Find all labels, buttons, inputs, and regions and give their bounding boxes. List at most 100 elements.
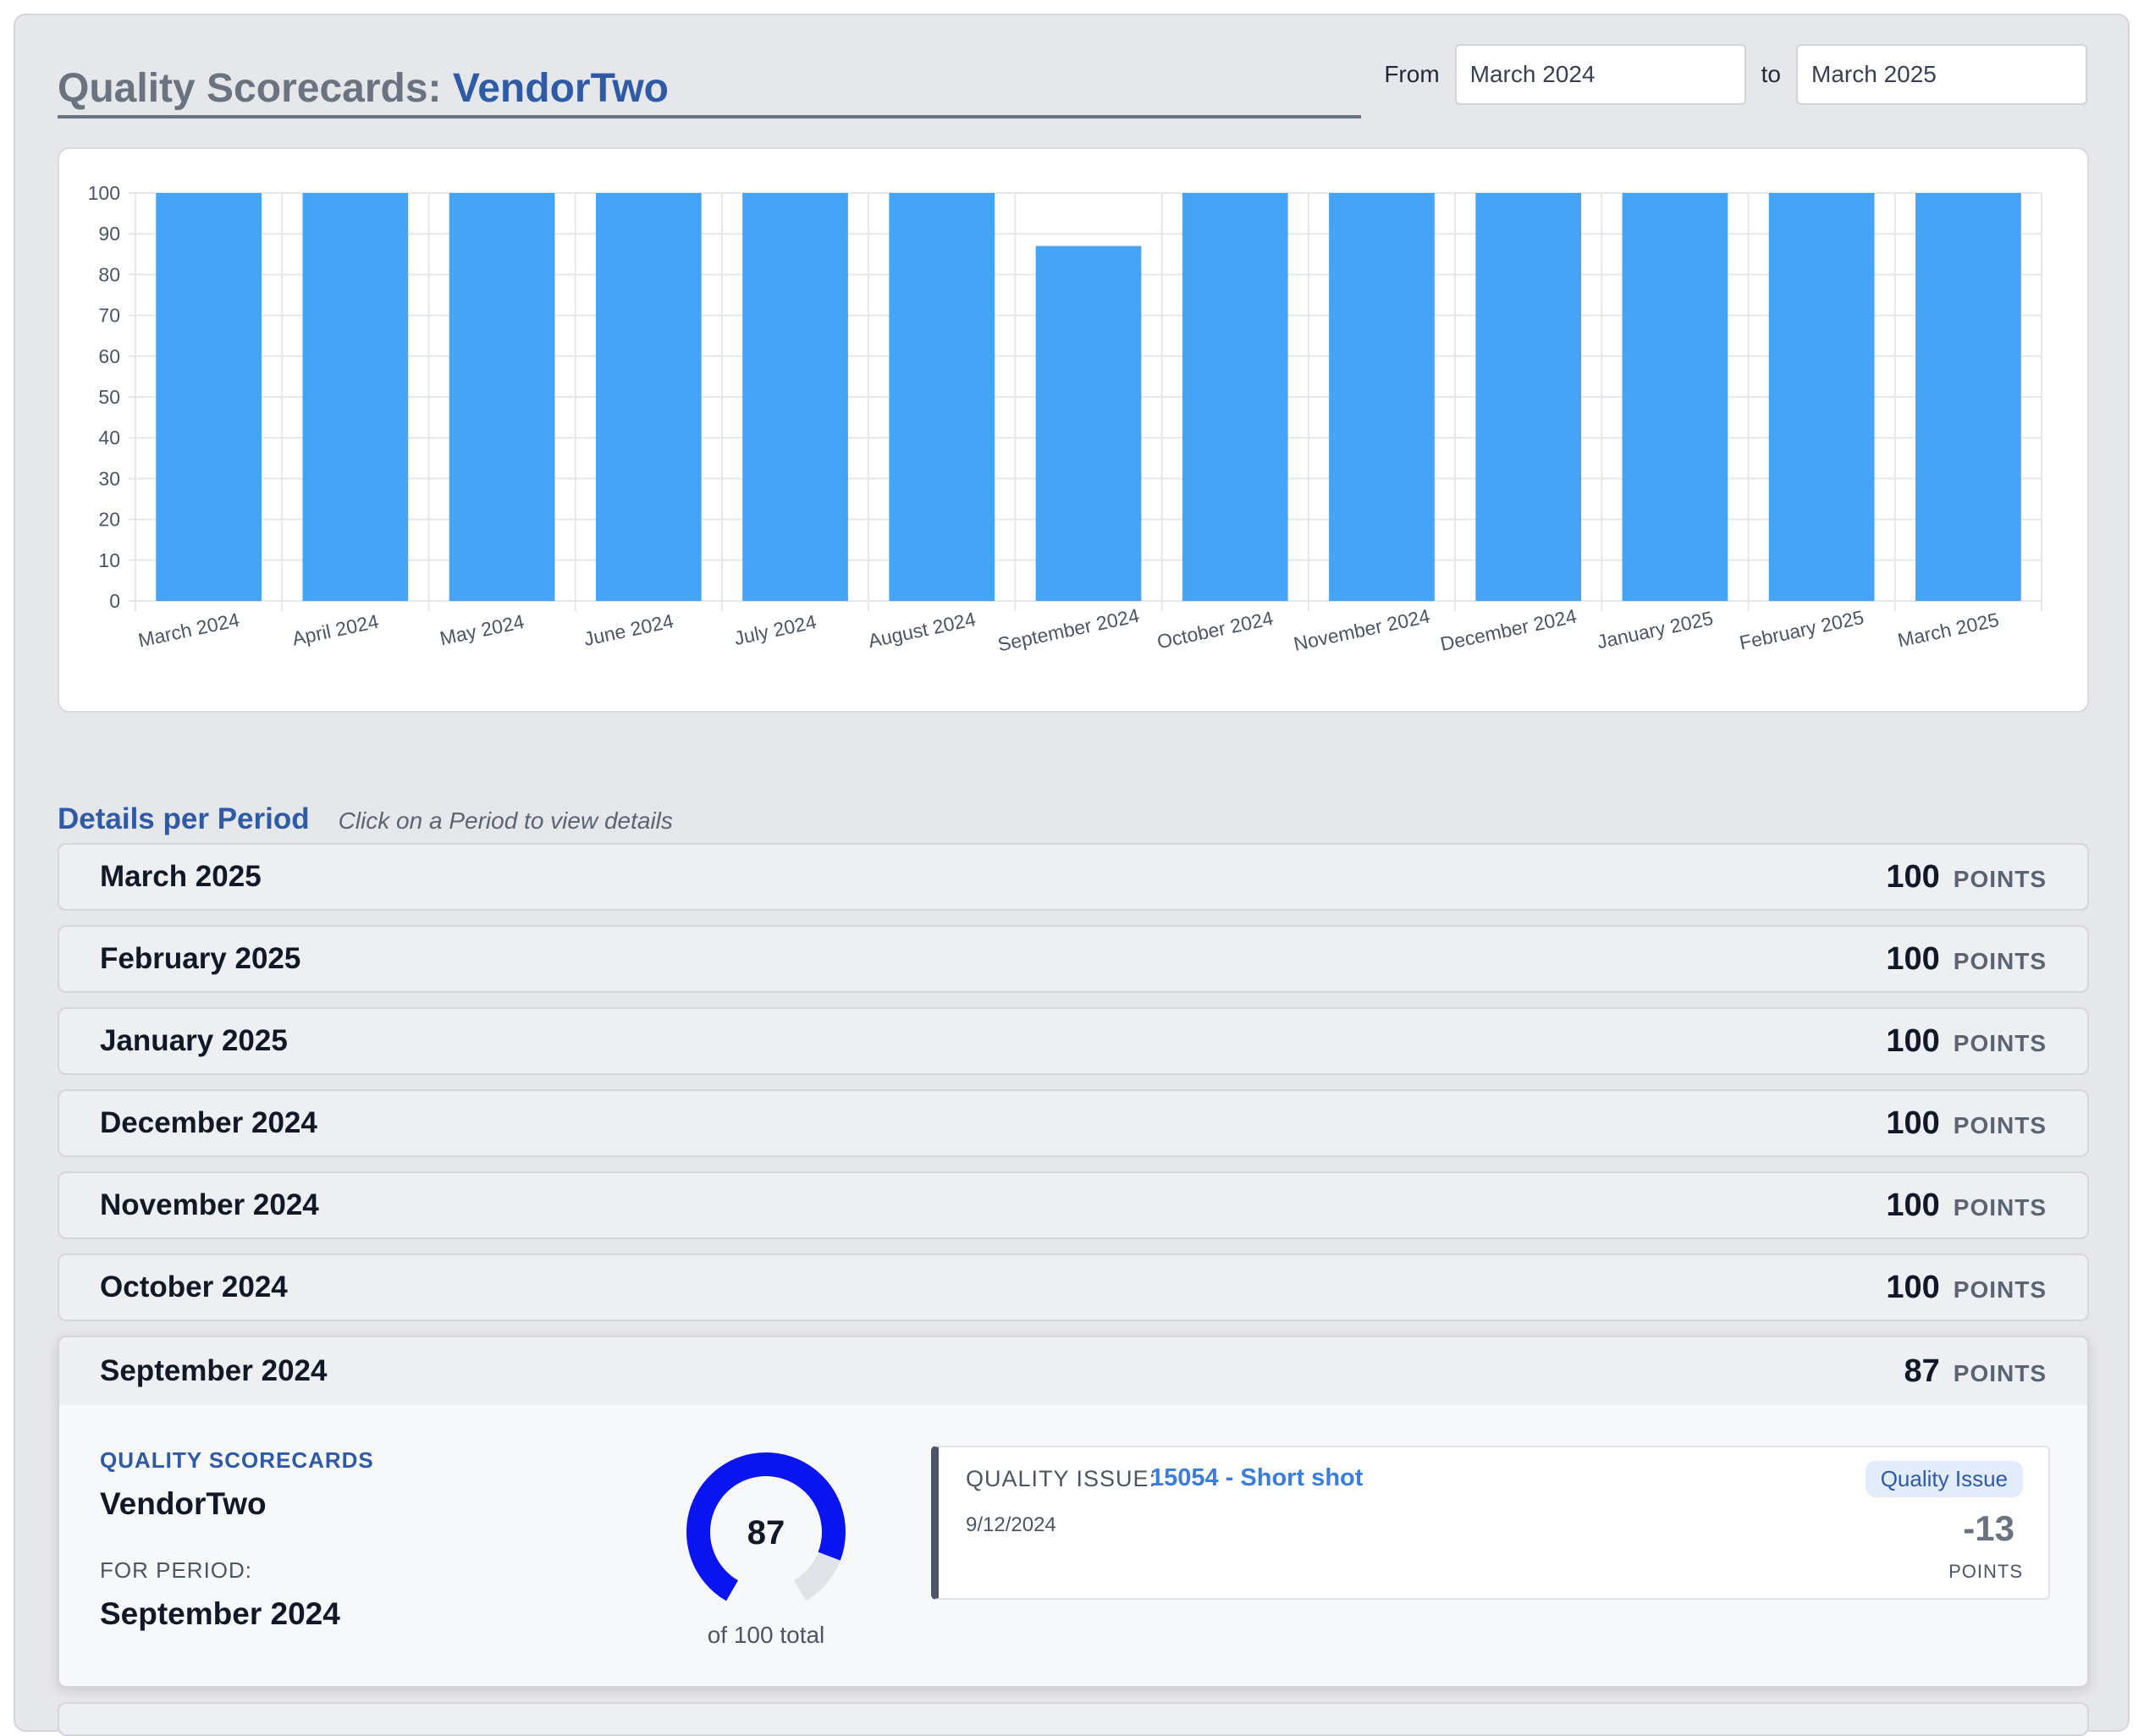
issue-points-unit: POINTS bbox=[1948, 1561, 2023, 1582]
page-header: Quality Scorecards: VendorTwo bbox=[58, 52, 1361, 118]
details-hint: Click on a Period to view details bbox=[338, 807, 673, 834]
period-points: 100 POINTS bbox=[1886, 1105, 2047, 1142]
bar bbox=[889, 193, 995, 601]
page-frame: Quality Scorecards: VendorTwo From March… bbox=[14, 14, 2130, 1736]
scorecard-vendor: VendorTwo bbox=[100, 1486, 267, 1521]
y-tick-label: 100 bbox=[88, 182, 120, 204]
quality-issue-card: QUALITY ISSUE: 15054 - Short shot 9/12/2… bbox=[931, 1446, 2050, 1600]
bar bbox=[1622, 193, 1728, 601]
for-period-label: FOR PERIOD: bbox=[100, 1557, 253, 1583]
points-unit: POINTS bbox=[1953, 1193, 2047, 1221]
x-tick-label: August 2024 bbox=[866, 608, 978, 652]
gauge-fill bbox=[686, 1452, 846, 1601]
period-points: 87 POINTS bbox=[1904, 1353, 2047, 1390]
bar-chart: 0 10 20 30 40 50 60 70 80 90 100 March 2024 April 20… bbox=[88, 182, 2042, 656]
period-row-november-2024[interactable]: November 2024 100 POINTS bbox=[58, 1171, 2089, 1239]
period-row-october-2024[interactable]: October 2024 100 POINTS bbox=[58, 1254, 2089, 1321]
bar bbox=[302, 193, 409, 601]
x-tick-label: July 2024 bbox=[732, 610, 818, 649]
x-tick-label: October 2024 bbox=[1155, 607, 1276, 653]
points-unit: POINTS bbox=[1953, 947, 2047, 974]
from-date-input[interactable]: March 2024 bbox=[1454, 44, 1746, 105]
period-points: 100 POINTS bbox=[1886, 1188, 2047, 1224]
points-unit: POINTS bbox=[1953, 1111, 2047, 1138]
bar bbox=[449, 193, 555, 601]
issue-label: QUALITY ISSUE: bbox=[966, 1466, 1157, 1491]
scorecard-chart: 0 10 20 30 40 50 60 70 80 90 100 March 2024 April 20… bbox=[58, 147, 2089, 713]
from-label: From bbox=[1384, 61, 1440, 87]
x-tick-label: December 2024 bbox=[1438, 604, 1579, 655]
x-tick-label: April 2024 bbox=[290, 610, 381, 650]
points-value: 100 bbox=[1886, 1187, 1940, 1223]
issue-date: 9/12/2024 bbox=[966, 1513, 1056, 1536]
vendor-name: VendorTwo bbox=[452, 66, 669, 111]
x-tick-label: March 2025 bbox=[1896, 609, 2001, 652]
gauge-value: 87 bbox=[747, 1514, 785, 1551]
issue-points-amount: -13 bbox=[1963, 1508, 2014, 1548]
y-tick-label: 70 bbox=[98, 305, 120, 327]
period-name: October 2024 bbox=[100, 1270, 288, 1303]
period-row-december-2024[interactable]: December 2024 100 POINTS bbox=[58, 1089, 2089, 1157]
bar bbox=[595, 193, 702, 601]
period-name: November 2024 bbox=[100, 1188, 319, 1221]
period-row-february-2025[interactable]: February 2025 100 POINTS bbox=[58, 925, 2089, 993]
period-name: January 2025 bbox=[100, 1024, 288, 1057]
period-row-september-2024-expanded: September 2024 87 POINTS QUALITY SCORECAR… bbox=[58, 1336, 2089, 1688]
to-date-input[interactable]: March 2025 bbox=[1796, 44, 2087, 105]
y-tick-label: 50 bbox=[98, 386, 120, 408]
score-gauge: 87 bbox=[686, 1452, 846, 1601]
points-value: 87 bbox=[1904, 1353, 1940, 1389]
y-tick-label: 90 bbox=[98, 223, 120, 245]
points-unit: POINTS bbox=[1953, 1029, 2047, 1056]
gauge-total: of 100 total bbox=[707, 1622, 825, 1648]
page-title: Quality Scorecards: VendorTwo bbox=[58, 52, 1361, 125]
x-tick-label: June 2024 bbox=[581, 609, 675, 650]
points-unit: POINTS bbox=[1953, 865, 2047, 892]
period-list: March 2025 100 POINTS February 2025 100 PO… bbox=[58, 843, 2089, 1736]
x-tick-label: March 2024 bbox=[136, 609, 241, 652]
period-details: QUALITY SCORECARDS VendorTwo FOR PERIOD:… bbox=[59, 1405, 2087, 1686]
y-tick-label: 0 bbox=[109, 590, 120, 612]
period-points: 100 POINTS bbox=[1886, 859, 2047, 896]
points-value: 100 bbox=[1886, 858, 1940, 895]
y-tick-label: 60 bbox=[98, 345, 120, 367]
title-prefix: Quality Scorecards: bbox=[58, 66, 453, 111]
period-row-march-2025[interactable]: March 2025 100 POINTS bbox=[58, 843, 2089, 911]
period-points: 100 POINTS bbox=[1886, 1270, 2047, 1306]
details-header: Details per Period Click on a Period to … bbox=[58, 802, 673, 836]
period-name: February 2025 bbox=[100, 942, 301, 975]
x-tick-label: February 2025 bbox=[1738, 606, 1866, 654]
y-tick-label: 40 bbox=[98, 427, 120, 449]
points-unit: POINTS bbox=[1953, 1359, 2047, 1386]
y-tick-label: 30 bbox=[98, 467, 120, 489]
bar bbox=[156, 193, 262, 601]
bar bbox=[1768, 193, 1875, 601]
period-row-august-2024[interactable] bbox=[58, 1702, 2089, 1736]
points-value: 100 bbox=[1886, 1022, 1940, 1059]
scorecard-label: QUALITY SCORECARDS bbox=[100, 1447, 374, 1473]
expanded-period-header[interactable]: September 2024 87 POINTS bbox=[59, 1337, 2087, 1405]
bar bbox=[1329, 193, 1435, 601]
bar bbox=[742, 193, 848, 601]
details-title: Details per Period bbox=[58, 802, 310, 835]
for-period-value: September 2024 bbox=[100, 1596, 340, 1631]
bar bbox=[1475, 193, 1582, 601]
period-row-january-2025[interactable]: January 2025 100 POINTS bbox=[58, 1007, 2089, 1075]
y-tick-label: 10 bbox=[98, 549, 120, 571]
period-points: 100 POINTS bbox=[1886, 941, 2047, 978]
x-tick-label: September 2024 bbox=[995, 604, 1141, 656]
period-points: 100 POINTS bbox=[1886, 1023, 2047, 1060]
bar bbox=[1035, 245, 1142, 601]
y-tick-label: 20 bbox=[98, 509, 120, 531]
period-name: March 2025 bbox=[100, 860, 262, 893]
x-tick-label: January 2025 bbox=[1595, 607, 1715, 653]
points-value: 100 bbox=[1886, 1269, 1940, 1305]
x-tick-label: May 2024 bbox=[438, 610, 526, 649]
points-value: 100 bbox=[1886, 1105, 1940, 1141]
y-tick-label: 80 bbox=[98, 263, 120, 285]
bar bbox=[1915, 193, 2021, 601]
period-name: September 2024 bbox=[100, 1354, 328, 1387]
issue-link[interactable]: 15054 - Short shot bbox=[1150, 1464, 1364, 1491]
x-tick-label: November 2024 bbox=[1292, 604, 1432, 655]
points-unit: POINTS bbox=[1953, 1276, 2047, 1303]
